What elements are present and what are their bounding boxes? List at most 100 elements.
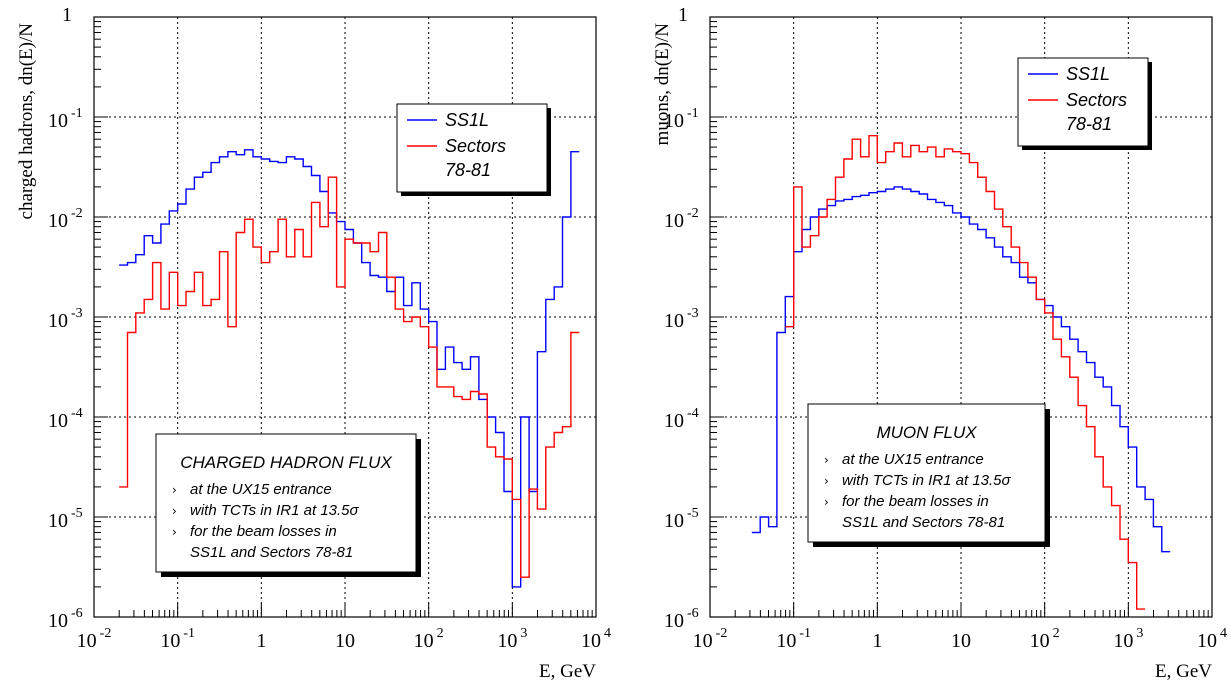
tick-exponent: -3: [687, 306, 699, 321]
plot-frame: [709, 16, 1213, 618]
y-tick-label: 10 -6: [48, 606, 83, 632]
tick-base: 10: [48, 310, 68, 332]
tick-exponent: -4: [71, 406, 83, 421]
annotation-line: with TCTs in IR1 at 13.5σ: [842, 472, 1012, 489]
tick-exponent: 3: [1136, 626, 1143, 641]
tick-base: 10: [951, 630, 971, 652]
tick-base: 10: [414, 630, 434, 652]
y-tick-label: 10 -3: [48, 306, 83, 332]
legend-label: SS1L: [445, 110, 489, 130]
tick-base: 10: [48, 510, 68, 532]
bullet-icon: ›: [172, 483, 177, 497]
annotation-title: CHARGED HADRON FLUX: [180, 453, 392, 472]
legend-label: Sectors: [445, 136, 506, 156]
legend-label: Sectors: [1066, 90, 1127, 110]
tick-exponent: -1: [183, 626, 195, 641]
tick-base: 10: [48, 610, 68, 632]
series-sectors-78-81-line: [119, 176, 580, 578]
x-axis-label: E, GeV: [1155, 661, 1212, 682]
tick-base: 10: [664, 110, 684, 132]
y-tick-label: 10 -1: [48, 106, 83, 132]
y-tick-label: 10 -3: [664, 306, 699, 332]
bullet-icon: ›: [172, 525, 177, 539]
x-axis-label: E, GeV: [539, 661, 596, 682]
tick-exponent: -1: [799, 626, 811, 641]
x-tick-label: 1: [872, 630, 882, 652]
tick-exponent: -1: [687, 106, 699, 121]
tick-exponent: 2: [437, 626, 444, 641]
x-tick-label: 10 3: [497, 626, 527, 652]
series-ss1l-line: [119, 149, 580, 588]
tick-base: 10: [48, 110, 68, 132]
tick-base: 10: [693, 630, 713, 652]
y-tick-label: 10 -5: [664, 506, 699, 532]
y-tick-label: 10 -1: [664, 106, 699, 132]
tick-base: 10: [1197, 630, 1217, 652]
annotation-line: at the UX15 entrance: [842, 451, 984, 468]
annotation-line: for the beam losses in: [842, 493, 989, 510]
tick-exponent: -3: [71, 306, 83, 321]
x-tick-label: 10 2: [414, 626, 444, 652]
tick-base: 10: [581, 630, 601, 652]
tick-base: 10: [160, 630, 180, 652]
tick-base: 10: [48, 210, 68, 232]
annotation-title: MUON FLUX: [876, 423, 977, 442]
y-tick-label: 10 -6: [664, 606, 699, 632]
tick-base: 1: [256, 630, 266, 652]
tick-exponent: -2: [71, 206, 83, 221]
tick-exponent: -4: [687, 406, 699, 421]
legend-label-continued: 78-81: [1066, 114, 1112, 134]
tick-base: 1: [872, 630, 882, 652]
x-tick-label: 10 -1: [776, 626, 811, 652]
series-sectors-78-81-line: [785, 135, 1146, 610]
y-tick-label: 10 -4: [664, 406, 699, 432]
y-tick-label: 1: [62, 4, 72, 26]
tick-exponent: -5: [71, 506, 83, 521]
bullet-icon: ›: [824, 474, 829, 488]
tick-exponent: -6: [71, 606, 83, 621]
y-tick-label: 10 -2: [664, 206, 699, 232]
tick-base: 10: [664, 310, 684, 332]
tick-exponent: -1: [71, 106, 83, 121]
tick-base: 10: [1113, 630, 1133, 652]
tick-exponent: -2: [100, 626, 112, 641]
y-tick-label: 10 -2: [48, 206, 83, 232]
legend-label: SS1L: [1066, 64, 1110, 84]
tick-exponent: -5: [687, 506, 699, 521]
annotation-line: SS1L and Sectors 78-81: [842, 514, 1005, 531]
annotation-line: at the UX15 entrance: [190, 481, 332, 498]
legend-box: [396, 103, 548, 193]
tick-base: 10: [664, 210, 684, 232]
x-tick-label: 10 3: [1113, 626, 1143, 652]
tick-exponent: -2: [687, 206, 699, 221]
bullet-icon: ›: [824, 453, 829, 467]
bullet-icon: ›: [824, 495, 829, 509]
annotation-box: [155, 433, 417, 573]
tick-base: 10: [776, 630, 796, 652]
series-ss1l-line: [751, 186, 1171, 553]
x-tick-label: 10 -2: [77, 626, 112, 652]
tick-base: 10: [497, 630, 517, 652]
tick-exponent: 4: [604, 626, 611, 641]
y-tick-label: 1: [678, 4, 688, 26]
plot-frame: [93, 16, 597, 618]
tick-base: 10: [48, 410, 68, 432]
tick-base: 10: [1030, 630, 1050, 652]
legend-box: [1017, 57, 1149, 147]
tick-base: 10: [77, 630, 97, 652]
legend-label-continued: 78-81: [445, 160, 491, 180]
y-tick-label: 10 -5: [48, 506, 83, 532]
annotation-line: SS1L and Sectors 78-81: [190, 544, 353, 561]
x-tick-label: 10 2: [1030, 626, 1060, 652]
bullet-icon: ›: [172, 504, 177, 518]
tick-exponent: 3: [520, 626, 527, 641]
x-tick-label: 10 -2: [693, 626, 728, 652]
tick-base: 10: [664, 410, 684, 432]
tick-base: 10: [664, 510, 684, 532]
tick-base: 10: [664, 610, 684, 632]
tick-exponent: 4: [1220, 626, 1227, 641]
y-tick-label: 10 -4: [48, 406, 83, 432]
x-tick-label: 10 -1: [160, 626, 195, 652]
